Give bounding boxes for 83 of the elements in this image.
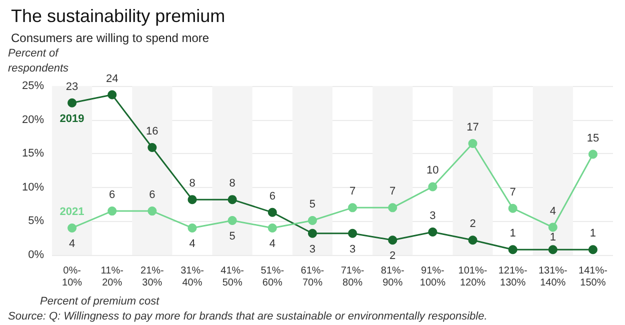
point <box>108 90 117 100</box>
y-tick-label: 10% <box>22 181 44 194</box>
x-axis-title: Percent of premium cost <box>40 296 160 308</box>
data-label: 10 <box>426 164 439 177</box>
data-label: 4 <box>269 238 276 250</box>
x-tick-label: 141%-150% <box>578 266 608 288</box>
data-label: 6 <box>269 190 276 202</box>
y-tick-label: 20% <box>22 114 44 126</box>
y-tick-label: 5% <box>28 215 44 228</box>
data-label: 17 <box>466 121 479 134</box>
chart-title: The sustainability premium <box>11 6 226 26</box>
x-tick-label: 31%-40% <box>180 266 204 288</box>
data-label: 1 <box>590 228 596 240</box>
data-label: 1 <box>550 232 556 244</box>
data-label: 7 <box>349 186 356 198</box>
point <box>308 216 317 226</box>
data-label: 16 <box>146 126 158 138</box>
point <box>268 208 277 217</box>
data-label: 15 <box>586 132 600 144</box>
data-label: 1 <box>510 228 516 240</box>
series-label: 2019 <box>60 112 84 125</box>
point <box>308 228 317 238</box>
data-label: 8 <box>229 178 236 190</box>
data-label: 3 <box>349 243 356 256</box>
data-label: 2 <box>470 218 476 230</box>
data-label: 23 <box>66 80 78 93</box>
point <box>188 195 197 204</box>
point <box>148 206 157 216</box>
point <box>148 143 157 152</box>
point <box>428 228 438 237</box>
data-label: 4 <box>550 205 556 218</box>
point <box>468 236 478 245</box>
x-tick-label: 131%-140% <box>538 266 568 288</box>
x-tick-label: 21%-30% <box>140 266 164 288</box>
x-tick-label: 121%-130% <box>498 266 528 288</box>
x-tick-label: 41%-50% <box>220 266 244 288</box>
y-tick-label: 0% <box>28 249 44 261</box>
point <box>68 223 77 232</box>
x-tick-label: 81%-90% <box>380 266 404 288</box>
y-tick-label: 15% <box>22 148 44 160</box>
point <box>388 203 398 212</box>
data-label: 24 <box>106 72 118 85</box>
data-label: 4 <box>189 238 196 250</box>
series-label: 2021 <box>60 206 84 218</box>
point <box>428 182 438 192</box>
point <box>508 245 518 254</box>
x-tick-label: 91%-100% <box>420 266 446 288</box>
point <box>268 223 277 232</box>
data-label: 3 <box>309 243 316 256</box>
point <box>588 150 598 159</box>
y-tick-label: 25% <box>22 80 44 92</box>
source-note: Source: Q: Willingness to pay more for brands that are sustainable or environmentally responsible. <box>8 310 488 322</box>
x-tick-label: 51%-60% <box>260 266 284 288</box>
x-tick-label: 71%-80% <box>340 266 364 288</box>
data-label: 8 <box>189 178 196 190</box>
y-axis-title: Percent of respondents <box>8 48 70 74</box>
point <box>188 223 197 232</box>
point <box>468 138 478 148</box>
data-label: 7 <box>510 186 516 198</box>
point <box>348 203 358 212</box>
point <box>68 98 77 108</box>
point <box>548 245 558 254</box>
data-label: 4 <box>68 238 76 250</box>
data-label: 5 <box>309 198 316 211</box>
data-label: 3 <box>430 210 436 222</box>
point <box>388 236 398 245</box>
data-label: 2 <box>390 250 396 262</box>
chart-subtitle: Consumers are willing to spend more <box>11 31 210 45</box>
x-tick-label: 11%-20% <box>100 266 124 288</box>
data-label: 5 <box>229 230 236 243</box>
point <box>108 206 117 216</box>
x-tick-label: 61%-70% <box>300 266 324 288</box>
data-label: 6 <box>109 189 116 202</box>
point <box>228 195 237 204</box>
x-tick-label: 0%-10% <box>62 266 82 288</box>
point <box>228 216 237 226</box>
point <box>508 204 518 213</box>
x-tick-label: 101%-120% <box>458 266 488 288</box>
point <box>588 245 598 254</box>
point <box>348 228 358 238</box>
data-label: 7 <box>390 186 396 198</box>
point <box>548 222 558 232</box>
data-label: 6 <box>149 189 156 202</box>
